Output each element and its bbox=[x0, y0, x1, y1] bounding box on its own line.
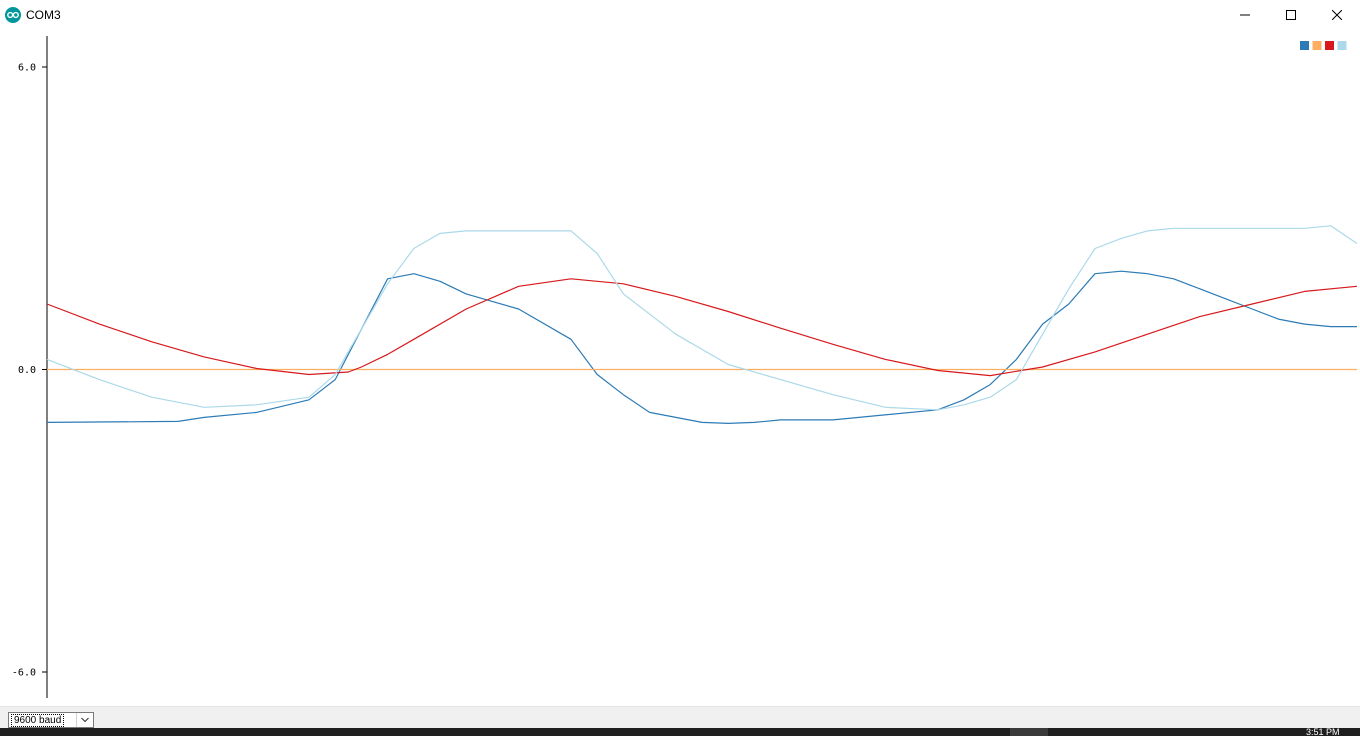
window-title: COM3 bbox=[26, 8, 61, 22]
minimize-button[interactable] bbox=[1222, 0, 1268, 30]
close-icon bbox=[1332, 10, 1342, 20]
series-line-1 bbox=[46, 270, 1357, 424]
taskbar-app-button[interactable] bbox=[1010, 728, 1048, 736]
serial-plotter-area: 6.0 0.0 -6.0 bbox=[0, 30, 1360, 706]
y-tick-label: -6.0 bbox=[12, 668, 36, 679]
chevron-down-icon[interactable] bbox=[76, 713, 93, 727]
bottom-toolbar: 9600 baud bbox=[0, 706, 1360, 729]
series-line-4 bbox=[46, 225, 1358, 411]
series-line-3 bbox=[46, 278, 1358, 377]
y-tick-label: 0.0 bbox=[18, 365, 36, 376]
baud-rate-select[interactable]: 9600 baud bbox=[8, 712, 94, 728]
maximize-button[interactable] bbox=[1268, 0, 1314, 30]
taskbar: 3:51 PM bbox=[0, 728, 1360, 736]
legend-swatch-1 bbox=[1300, 41, 1309, 50]
minimize-icon bbox=[1240, 14, 1250, 16]
plot-svg: 6.0 0.0 -6.0 bbox=[12, 36, 1358, 698]
baud-rate-value: 9600 baud bbox=[11, 714, 65, 727]
legend-swatch-4 bbox=[1337, 41, 1347, 50]
y-tick-label: 6.0 bbox=[18, 63, 36, 74]
legend-swatch-3 bbox=[1325, 41, 1334, 50]
title-bar: COM3 bbox=[0, 0, 1360, 30]
arduino-app-icon bbox=[5, 7, 21, 23]
legend-swatch-2 bbox=[1312, 41, 1322, 50]
taskbar-clock: 3:51 PM bbox=[1306, 728, 1340, 736]
maximize-icon bbox=[1286, 10, 1296, 20]
close-button[interactable] bbox=[1314, 0, 1360, 30]
